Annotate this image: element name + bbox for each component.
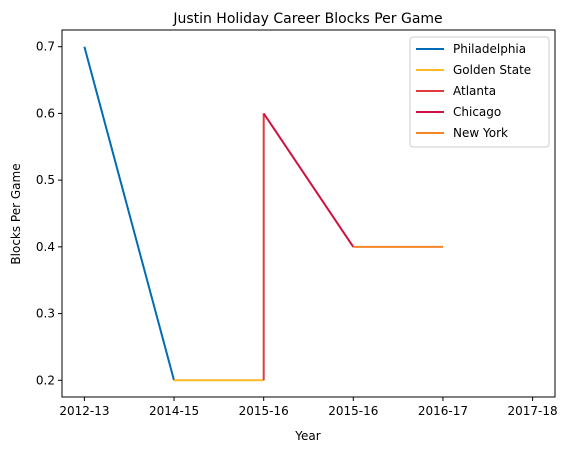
y-axis: 0.2 0.3 0.4 0.5 0.6 0.7	[36, 40, 62, 387]
x-axis-label: Year	[294, 429, 320, 443]
series-line-0	[83, 46, 175, 381]
series-line-3	[262, 112, 355, 248]
y-tick-label: 0.2	[36, 373, 55, 387]
x-tick-label: 2015-16	[328, 404, 378, 418]
y-tick-label: 0.4	[36, 240, 55, 254]
x-tick-label: 2016-17	[418, 404, 468, 418]
legend-box	[409, 36, 550, 148]
chart-title: Justin Holiday Career Blocks Per Game	[172, 11, 442, 27]
x-tick-label: 2015-16	[239, 404, 289, 418]
y-tick-label: 0.6	[36, 106, 55, 120]
plot-frame	[61, 29, 556, 398]
y-axis-label: Blocks Per Game	[9, 163, 23, 264]
y-tick-label: 0.7	[36, 40, 55, 54]
legend: Philadelphia Golden State Atlanta Chicago Ne…	[409, 36, 550, 148]
x-axis: 2012-13 2014-15 2015-16 2015-16 2016-17 2017-…	[59, 397, 558, 418]
y-tick-label: 0.5	[36, 173, 55, 187]
x-tick-label: 2017-18	[508, 404, 558, 418]
x-tick-label: 2012-13	[59, 404, 109, 418]
legend-entry: Atlanta	[453, 84, 496, 98]
x-tick-label: 2014-15	[149, 404, 199, 418]
y-tick-label: 0.3	[36, 307, 55, 321]
legend-entry: Golden State	[453, 63, 531, 77]
legend-entry: New York	[453, 126, 508, 140]
legend-entry: Philadelphia	[453, 42, 526, 56]
plot-lines	[83, 46, 443, 382]
legend-entry: Chicago	[453, 105, 501, 119]
